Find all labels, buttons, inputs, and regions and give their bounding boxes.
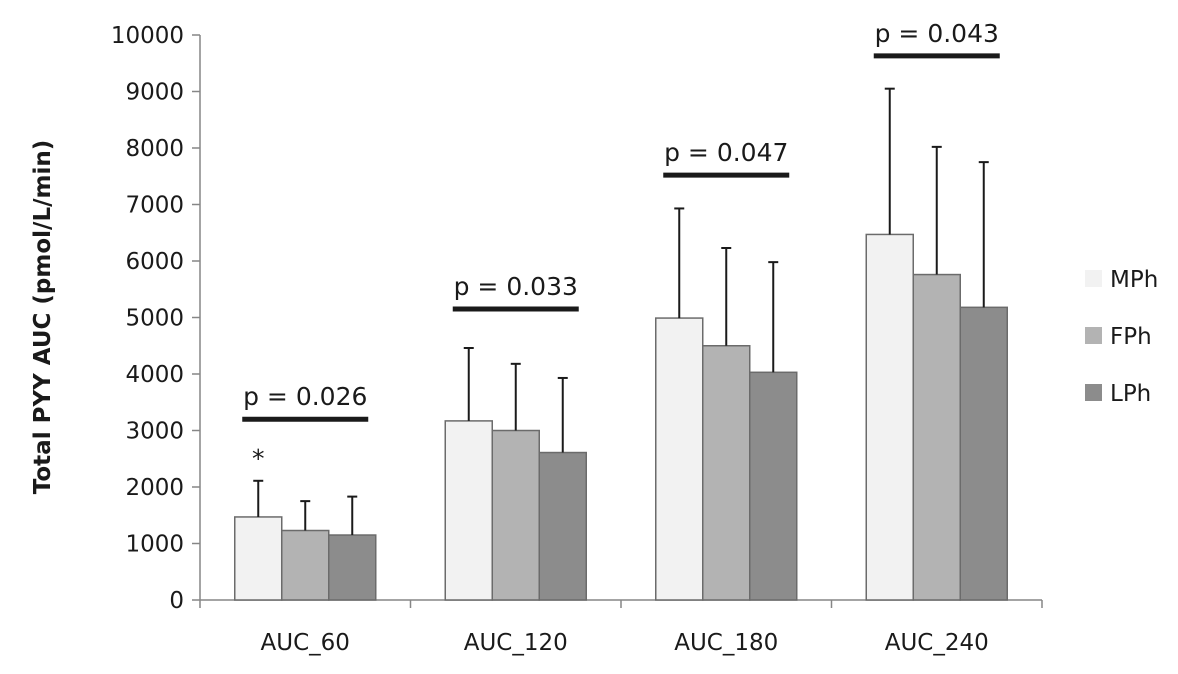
x-tick-label: AUC_180 [674,630,778,656]
y-tick-label: 2000 [125,475,184,501]
bar [655,317,704,601]
error-bars: * [252,87,989,536]
p-value-label: p = 0.047 [664,138,788,167]
legend-label: FPh [1110,324,1152,350]
p-value-label: p = 0.033 [454,272,578,301]
bar [538,451,587,601]
legend-swatch [1085,327,1102,344]
bar [749,371,798,601]
legend-label: MPh [1110,267,1158,293]
y-tick-label: 7000 [125,193,184,219]
p-value-label: p = 0.043 [875,19,999,48]
y-tick-label: 8000 [125,136,184,162]
legend-swatch [1085,384,1102,401]
bars [234,233,1008,601]
bar [491,429,540,601]
bar [234,516,283,601]
bar [865,233,914,601]
x-tick-label: AUC_120 [464,630,568,656]
y-tick-label: 1000 [125,532,184,558]
p-value-label: p = 0.026 [243,382,367,411]
bar [444,420,493,601]
x-axis: AUC_60 AUC_120 AUC_180 AUC_240 [199,599,1043,656]
x-tick-label: AUC_60 [261,630,350,656]
bar [912,273,961,601]
bar [959,306,1008,601]
legend-label: LPh [1110,381,1151,407]
bar [702,345,751,601]
y-tick-label: 5000 [125,306,184,332]
y-tick-label: 6000 [125,249,184,275]
y-tick-label: 10000 [111,23,184,49]
legend-swatch [1085,270,1102,287]
y-tick-label: 4000 [125,362,184,388]
y-tick-label: 9000 [125,80,184,106]
bar [328,534,377,601]
y-tick-label: 0 [169,588,184,614]
y-axis-label: Total PYY AUC (pmol/L/min) [30,140,56,495]
significance-asterisk: * [252,444,265,473]
significance-annotations: p = 0.026 p = 0.033 p = 0.047 p = 0.043 [242,19,1000,422]
x-tick-label: AUC_240 [885,630,989,656]
bar [281,529,330,601]
y-tick-label: 3000 [125,419,184,445]
y-axis: 0 1000 2000 3000 4000 5000 6000 7000 8000 9000 100… [111,23,201,614]
legend: MPh FPh LPh [1085,267,1158,407]
